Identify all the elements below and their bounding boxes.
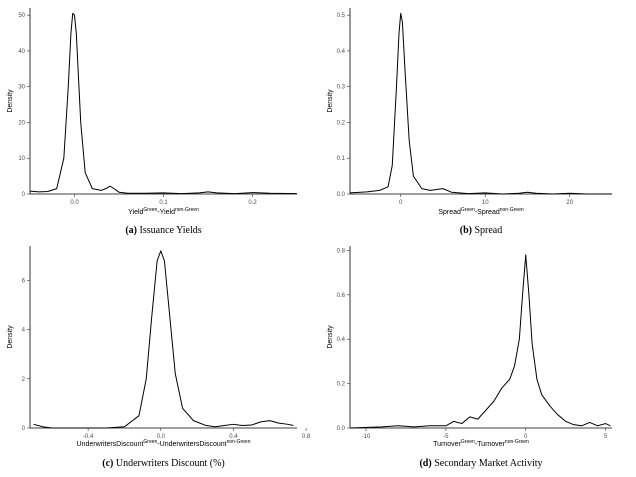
y-axis-label: Density <box>327 325 334 349</box>
y-tick-label: 10 <box>18 156 25 162</box>
panel-3: 0 2 4 6 -0.4 0.0 0.4 0.8 Density UnderwritersDisc… <box>7 246 311 469</box>
y-tick-label: 0.8 <box>337 248 346 254</box>
panel-caption: (d) Secondary Market Activity <box>419 458 542 469</box>
density-line <box>349 12 612 195</box>
y-tick-label: 2 <box>22 377 26 383</box>
y-axis-label: Density <box>327 89 334 113</box>
panel-caption: (c) Underwriters Discount (%) <box>102 458 224 469</box>
x-tick-label: -5 <box>443 434 449 440</box>
y-tick-label: 0.5 <box>337 13 346 19</box>
y-tick-label: 0.0 <box>337 426 346 432</box>
y-tick-label: 6 <box>22 278 26 284</box>
x-tick-label: 0.1 <box>159 200 168 206</box>
y-tick-label: 50 <box>18 13 25 19</box>
y-tick-label: 40 <box>18 49 25 55</box>
panel-1: 0 10 20 30 40 50 0.0 0.1 0.2 Density YieldGreen-Yi… <box>7 8 298 236</box>
y-tick-label: 20 <box>18 120 25 126</box>
x-tick-label: 0.2 <box>248 200 257 206</box>
y-tick-label: 30 <box>18 85 25 91</box>
panel-4: 0.0 0.2 0.4 0.6 0.8 -10 -5 0 5 Density TurnoverGre… <box>327 246 612 469</box>
x-axis-label: YieldGreen-Yieldnon-Green <box>128 207 199 216</box>
x-tick-label: -0.4 <box>83 434 94 440</box>
x-tick-label: 20 <box>566 200 573 206</box>
x-axis-label: TurnoverGreen-Turnovernon-Green <box>433 439 529 448</box>
panel-caption: (a) Issuance Yields <box>125 225 201 236</box>
y-axis-label: Density <box>7 89 14 113</box>
panel-2: 0.0 0.1 0.2 0.3 0.4 0.5 0 10 20 Density SpreadGree… <box>327 8 612 236</box>
x-tick-label: 10 <box>482 200 489 206</box>
x-tick-label: 5 <box>604 434 608 440</box>
x-axis-label: SpreadGreen-Spreadnon-Green <box>438 207 524 216</box>
y-tick-label: 0 <box>22 192 26 198</box>
y-tick-label: 0.1 <box>337 156 346 162</box>
density-line <box>349 254 611 429</box>
y-tick-label: 0.6 <box>337 293 346 299</box>
x-tick-label: -10 <box>362 434 371 440</box>
x-tick-label: 0 <box>524 434 528 440</box>
x-tick-label: 0.0 <box>70 200 79 206</box>
x-tick-label: 0 <box>399 200 403 206</box>
x-tick-label: 0.8 <box>302 434 311 440</box>
y-tick-label: 0.3 <box>337 85 346 91</box>
y-tick-label: 4 <box>22 328 26 334</box>
x-tick-label: 0.0 <box>157 434 166 440</box>
y-axis-label: Density <box>7 325 14 349</box>
x-axis-label: UnderwritersDiscountGreen-UnderwritersDi… <box>77 439 251 448</box>
y-tick-label: 0.0 <box>337 192 346 198</box>
panel-caption: (b) Spread <box>460 225 503 236</box>
density-line <box>29 12 298 195</box>
y-tick-label: 0.2 <box>337 382 346 388</box>
density-line <box>33 250 294 429</box>
y-tick-label: 0.4 <box>337 49 346 55</box>
y-tick-label: 0 <box>22 426 26 432</box>
x-tick-label: 0.4 <box>229 434 238 440</box>
y-tick-label: 0.2 <box>337 120 346 126</box>
y-tick-label: 0.4 <box>337 337 346 343</box>
